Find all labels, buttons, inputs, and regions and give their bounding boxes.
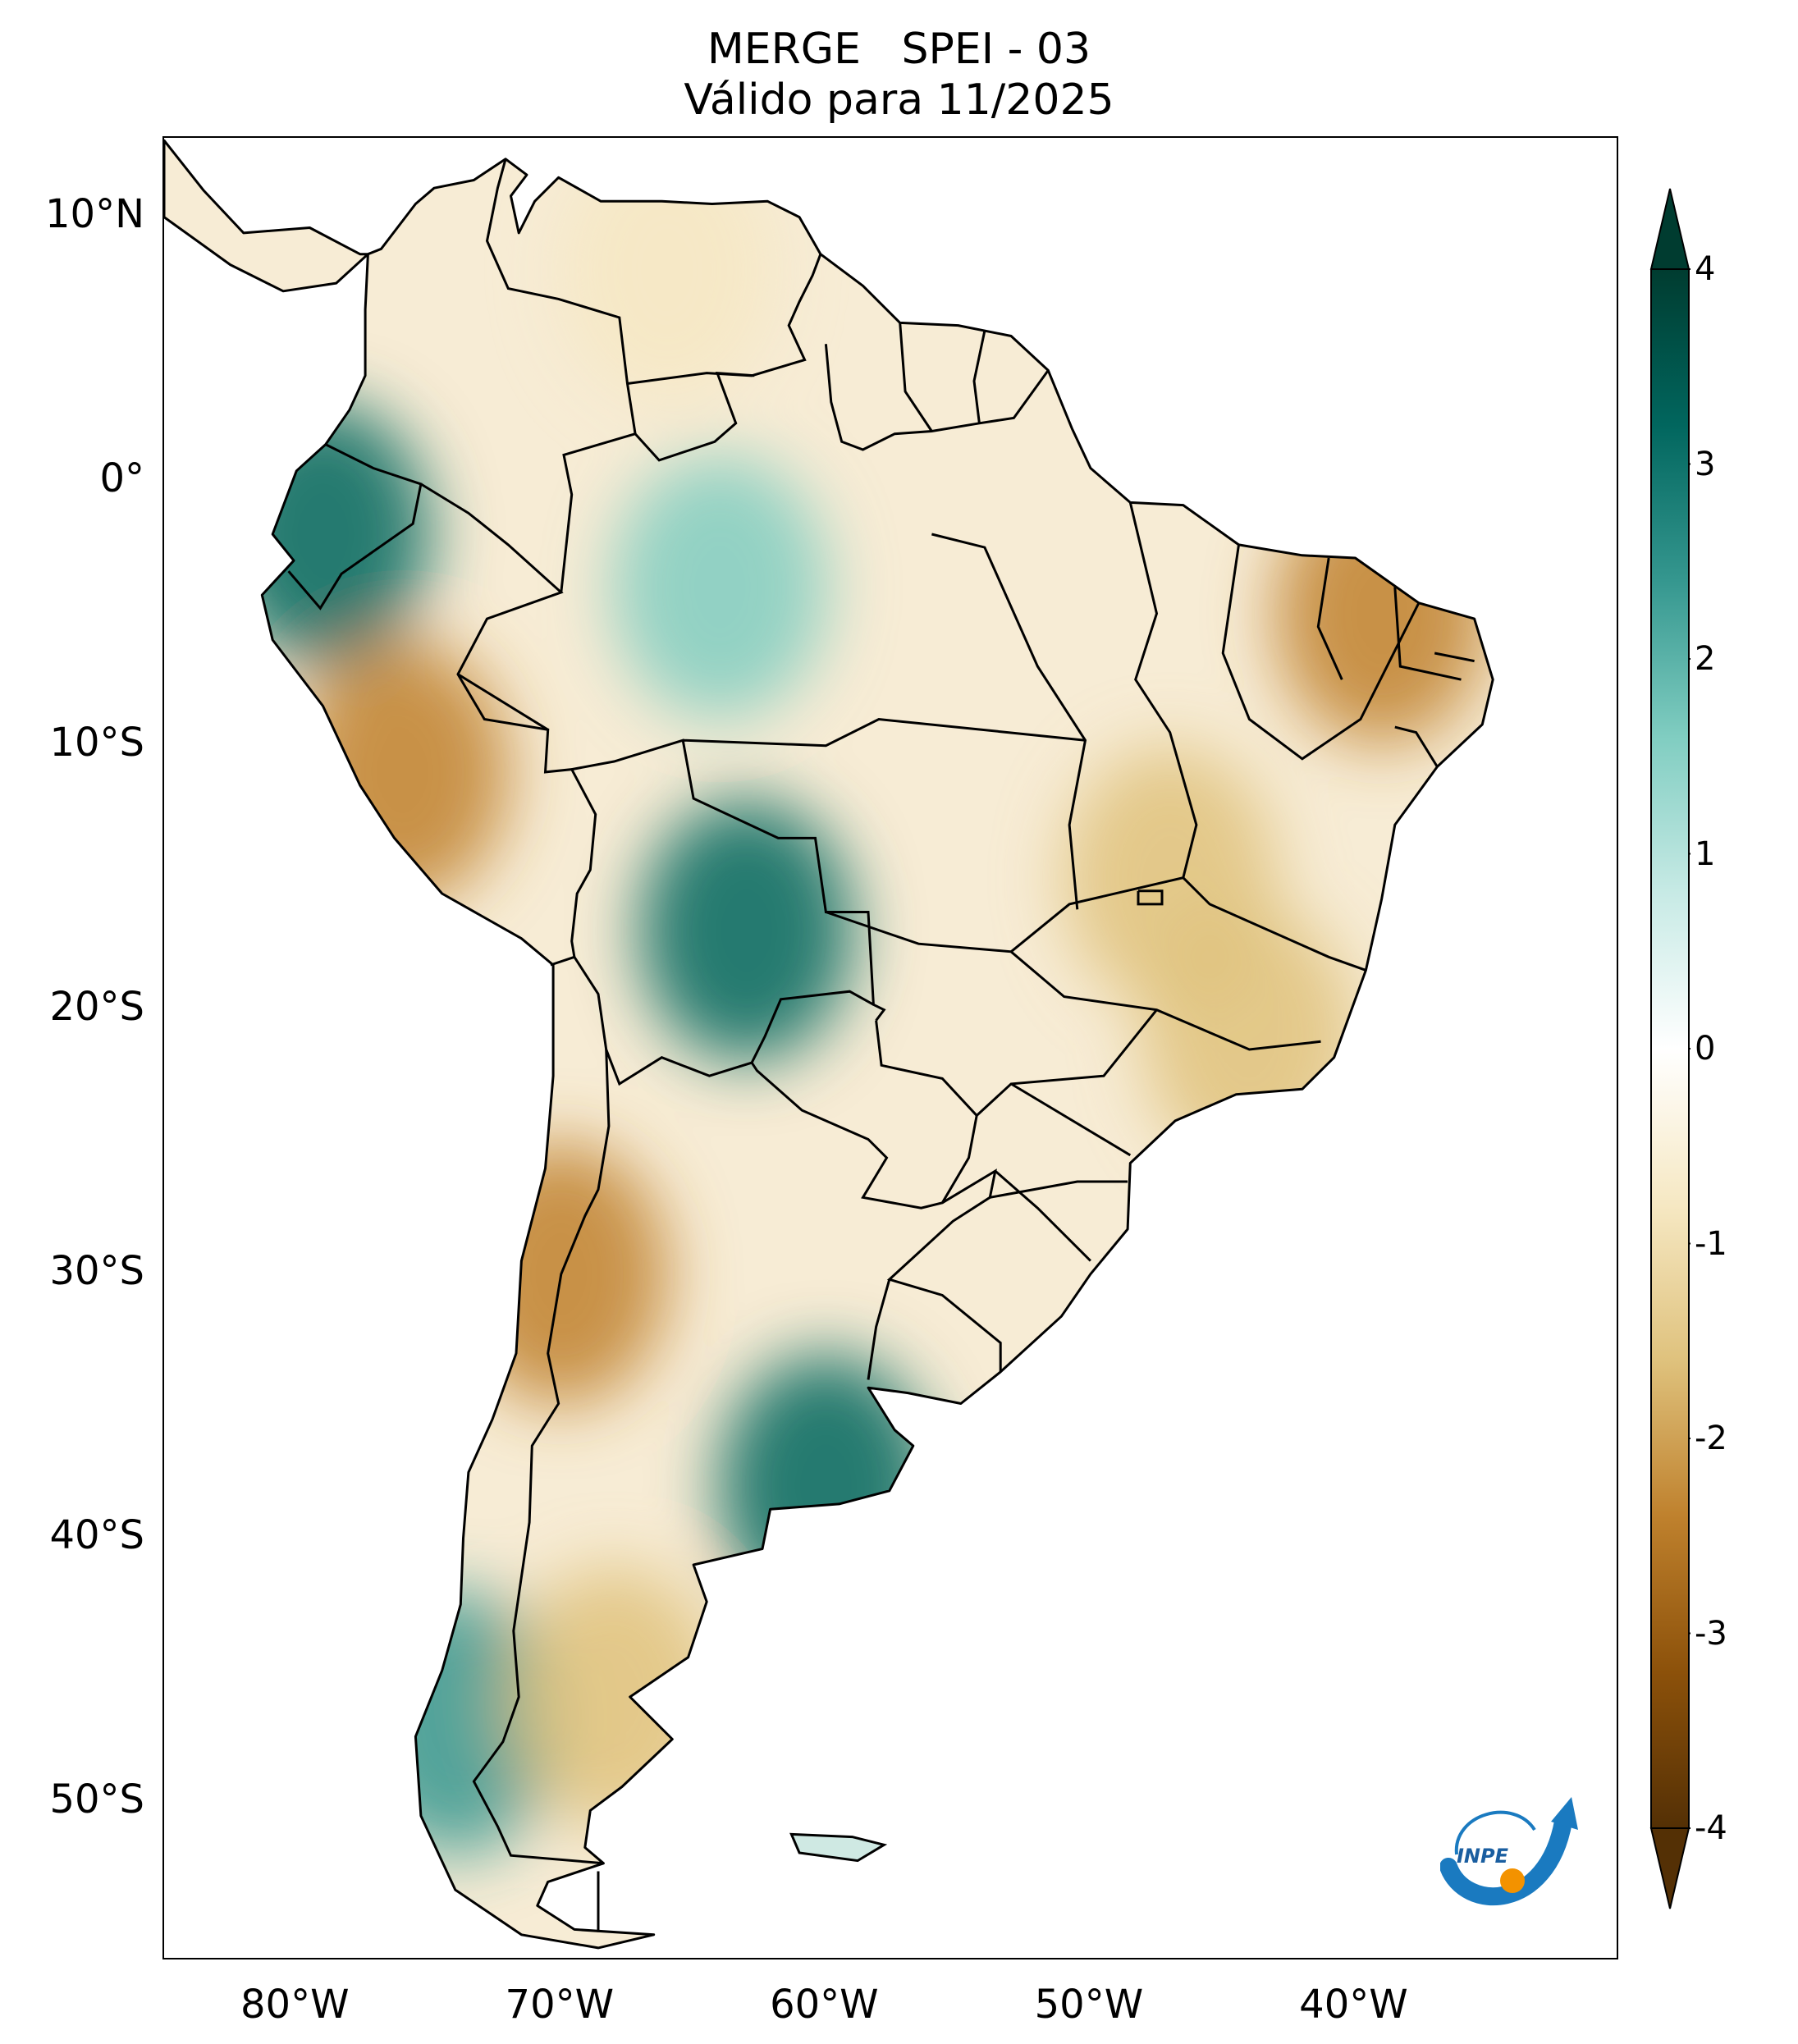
country-border-3 <box>824 344 1050 451</box>
map-frame <box>162 136 1618 1959</box>
country-border-6 <box>287 443 423 610</box>
colorbar-tick-label: 0 <box>1695 1030 1716 1068</box>
colorbar-tick-label: 1 <box>1695 835 1716 873</box>
colorbar-tick-label: -4 <box>1695 1809 1727 1847</box>
country-border-9 <box>573 956 875 1086</box>
map-canvas <box>164 139 1494 1950</box>
lat-label: 40°S <box>49 1511 144 1558</box>
map-subtitle: Válido para 11/2025 <box>684 75 1114 125</box>
country-border-27 <box>1010 1082 1132 1157</box>
country-border-20 <box>1316 557 1343 680</box>
country-border-25 <box>1010 876 1366 972</box>
colorbar-extend-top <box>1649 188 1690 270</box>
lon-label: 40°W <box>1299 1982 1408 2028</box>
country-border-4 <box>899 322 933 432</box>
country-border-19 <box>1221 544 1421 761</box>
lon-label: 80°W <box>240 1982 350 2028</box>
lon-label: 60°W <box>770 1982 879 2028</box>
colorbar <box>1649 188 1690 1909</box>
lat-label: 30°S <box>49 1247 144 1294</box>
colorbar-tick-label: -1 <box>1695 1224 1727 1263</box>
colorbar-tick-label: 4 <box>1695 250 1716 288</box>
country-border-8 <box>571 738 886 1022</box>
spei-region-0 <box>613 455 827 719</box>
country-border-18 <box>1128 502 1198 879</box>
lon-label: 70°W <box>505 1982 615 2028</box>
country-border-1 <box>627 254 822 385</box>
lat-label: 50°S <box>49 1776 144 1822</box>
colorbar-tick-label: 2 <box>1695 640 1716 678</box>
spei-region-3 <box>719 1354 933 1617</box>
colorbar-tick-label: -2 <box>1695 1420 1727 1457</box>
lat-label: 20°S <box>49 983 144 1030</box>
country-border-15 <box>457 673 549 731</box>
falkland-islands <box>789 1832 888 1863</box>
country-border-17 <box>931 533 1087 910</box>
spei-region-10 <box>295 640 510 903</box>
country-border-16 <box>683 717 1086 748</box>
country-border-21 <box>1393 587 1462 681</box>
country-border-13 <box>886 1168 1002 1372</box>
colorbar-gradient <box>1650 268 1690 1829</box>
colorbar-extend-bottom <box>1649 1827 1690 1909</box>
country-border-30 <box>1137 889 1164 906</box>
country-border-29 <box>994 1169 1091 1262</box>
country-border-26 <box>976 1008 1158 1117</box>
colorbar-tick-label: -3 <box>1695 1614 1727 1653</box>
logo-text: INPE <box>1457 1845 1509 1868</box>
spei-field <box>164 140 1494 1948</box>
lon-label: 50°W <box>1034 1982 1144 2028</box>
land-fill <box>164 140 1494 1948</box>
spei-region-7 <box>1142 904 1357 1168</box>
lat-label: 10°N <box>45 190 144 237</box>
country-border-14 <box>867 1278 891 1380</box>
south-america-coastline <box>164 139 1494 1950</box>
country-border-7 <box>420 482 597 967</box>
spei-region-11 <box>560 140 774 402</box>
country-borders <box>287 158 1475 1932</box>
lat-label: 10°S <box>49 719 144 766</box>
country-border-12 <box>750 1020 978 1209</box>
country-border-0 <box>485 158 637 593</box>
map-title: MERGE SPEI - 03 <box>707 25 1091 74</box>
spei-region-2 <box>639 799 853 1063</box>
country-border-5 <box>972 330 986 423</box>
spei-region-9 <box>507 1565 721 1828</box>
country-border-2 <box>634 371 755 462</box>
country-border-10 <box>472 1049 611 1865</box>
country-border-24 <box>825 911 1321 1051</box>
country-border-23 <box>1394 725 1439 768</box>
colorbar-tick-label: 3 <box>1695 445 1716 483</box>
inpe-logo-icon: INPE <box>1440 1797 1578 1906</box>
lat-label: 0° <box>99 455 144 501</box>
country-border-22 <box>1434 652 1475 663</box>
